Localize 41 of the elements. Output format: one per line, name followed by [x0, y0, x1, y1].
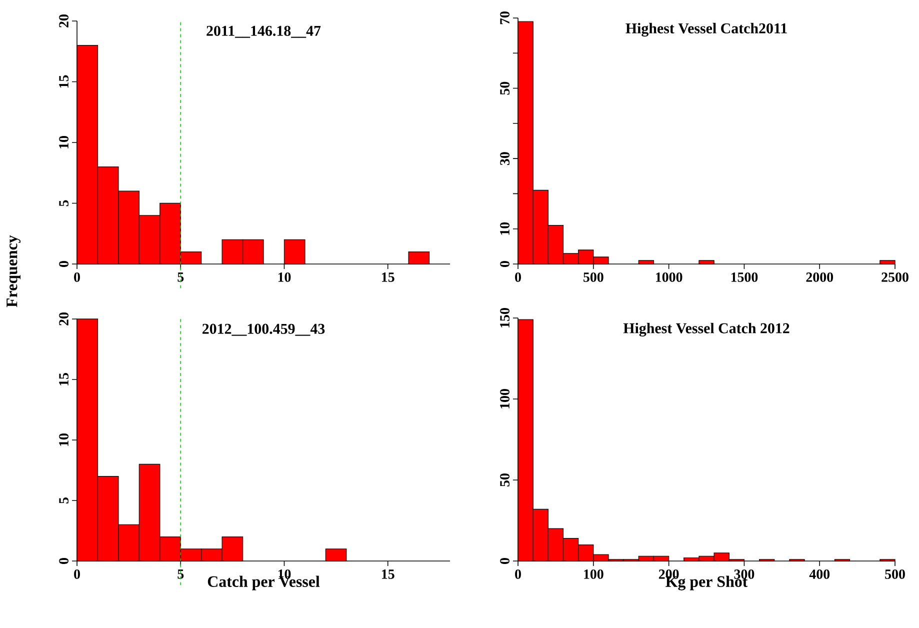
y-tick-label: 0 — [59, 261, 68, 267]
x-tick-label: 500 — [584, 272, 604, 282]
y-tick-label: 0 — [59, 558, 68, 564]
x-tick-label: 100 — [584, 570, 604, 579]
y-tick-label: 150 — [500, 308, 510, 328]
x-tick-label: 2000 — [806, 272, 834, 282]
y-tick-label: 50 — [500, 474, 510, 486]
x-tick-label: 15 — [382, 272, 394, 282]
x-tick-label: 1000 — [656, 272, 682, 282]
y-tick-label: 0 — [500, 558, 510, 564]
y-tick-label: 10 — [59, 434, 68, 446]
y-tick-label: 0 — [500, 261, 510, 267]
y-tick-label: 30 — [500, 152, 510, 165]
y-tick-label: 100 — [500, 389, 510, 408]
x-tick-label: 15 — [382, 569, 394, 579]
y-tick-label: 10 — [500, 222, 510, 235]
x-tick-label: 0 — [515, 570, 521, 579]
x-tick-label: 0 — [515, 272, 521, 282]
y-tick-label: 15 — [59, 373, 68, 386]
x-tick-label: 0 — [74, 570, 80, 579]
y-tick-label: 10 — [59, 136, 68, 148]
y-tick-label: 20 — [59, 312, 68, 326]
x-tick-label: 0 — [74, 272, 80, 282]
y-axis-title: Frequency — [6, 235, 21, 308]
x-tick-label: 5 — [178, 569, 184, 579]
y-tick-label: 5 — [59, 498, 68, 504]
chart-title: 2011__146.18__47 — [206, 26, 321, 38]
y-tick-label: 70 — [500, 12, 510, 24]
x-tick-label: 400 — [809, 570, 830, 579]
x-tick-label: 5 — [178, 272, 184, 282]
y-tick-label: 50 — [500, 82, 510, 95]
y-tick-label: 15 — [59, 75, 68, 88]
chart-title: Highest Vessel Catch 2012 — [623, 322, 790, 336]
x-tick-label: 2500 — [882, 272, 908, 282]
y-tick-label: 20 — [59, 14, 68, 28]
y-tick-label: 5 — [59, 200, 68, 206]
x-tick-label: 10 — [278, 272, 291, 282]
chart-title: Highest Vessel Catch2011 — [626, 22, 787, 37]
chart-title: 2012__100.459__43 — [202, 324, 325, 336]
x-tick-label: 500 — [885, 570, 905, 579]
x-tick-label: 1500 — [731, 272, 758, 282]
